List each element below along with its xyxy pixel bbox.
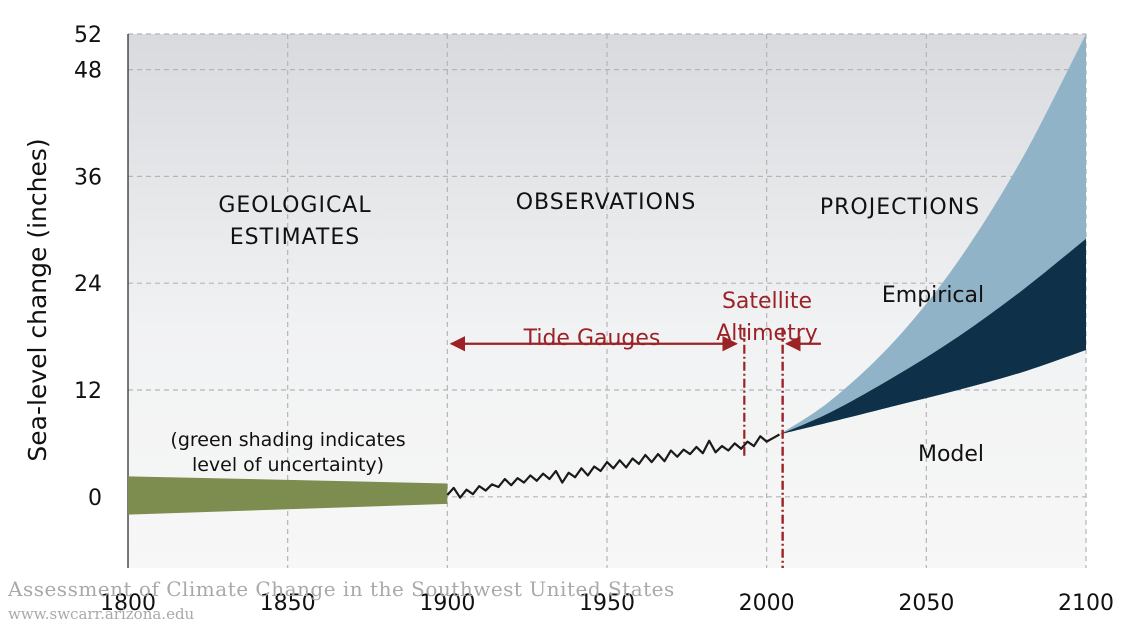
- credit-line: Assessment of Climate Change in the Sout…: [7, 577, 675, 601]
- y-tick-0: 0: [88, 486, 102, 511]
- era-label-observations: OBSERVATIONS: [516, 190, 697, 215]
- era-label-geological-2: ESTIMATES: [230, 225, 360, 250]
- y-tick-12: 12: [74, 379, 102, 404]
- x-tick-2100: 2100: [1058, 591, 1114, 616]
- y-tick-52: 52: [74, 23, 102, 48]
- y-tick-36: 36: [74, 165, 102, 190]
- era-label-geological-1: GEOLOGICAL: [218, 193, 371, 218]
- uncertainty-note-line2: level of uncertainty): [192, 454, 384, 476]
- y-axis-label: Sea-level change (inches): [23, 138, 52, 461]
- empirical-projection-band: [779, 34, 1086, 435]
- model-projection-band: [779, 238, 1086, 435]
- geological-uncertainty-band: [128, 476, 448, 515]
- axis-ticks: 0 12 24 36 48 52 1800 1850 1900 1950 2000 2050 2100: [74, 23, 1114, 616]
- y-tick-48: 48: [74, 59, 102, 84]
- x-tick-2000: 2000: [739, 591, 795, 616]
- observations-line: [446, 433, 780, 499]
- x-tick-1800: 1800: [100, 591, 156, 616]
- uncertainty-note-line1: (green shading indicates: [170, 429, 405, 451]
- annotation-markers: [449, 327, 821, 568]
- credit-url: www.swcarr.arizona.edu: [8, 605, 195, 623]
- x-tick-2050: 2050: [898, 591, 954, 616]
- grid-lines: [127, 33, 1087, 568]
- satellite-label-line2: Altimetry: [716, 321, 818, 346]
- data-areas: [128, 34, 1086, 515]
- x-tick-1900: 1900: [419, 591, 475, 616]
- satellite-label-line1: Satellite: [722, 289, 812, 314]
- era-label-projections: PROJECTIONS: [820, 195, 980, 220]
- y-tick-24: 24: [74, 272, 102, 297]
- tide-gauges-label: Tide Gauges: [523, 326, 661, 351]
- x-tick-1850: 1850: [260, 591, 316, 616]
- x-tick-1950: 1950: [579, 591, 635, 616]
- series-label-empirical: Empirical: [882, 283, 984, 308]
- series-label-model: Model: [918, 442, 984, 467]
